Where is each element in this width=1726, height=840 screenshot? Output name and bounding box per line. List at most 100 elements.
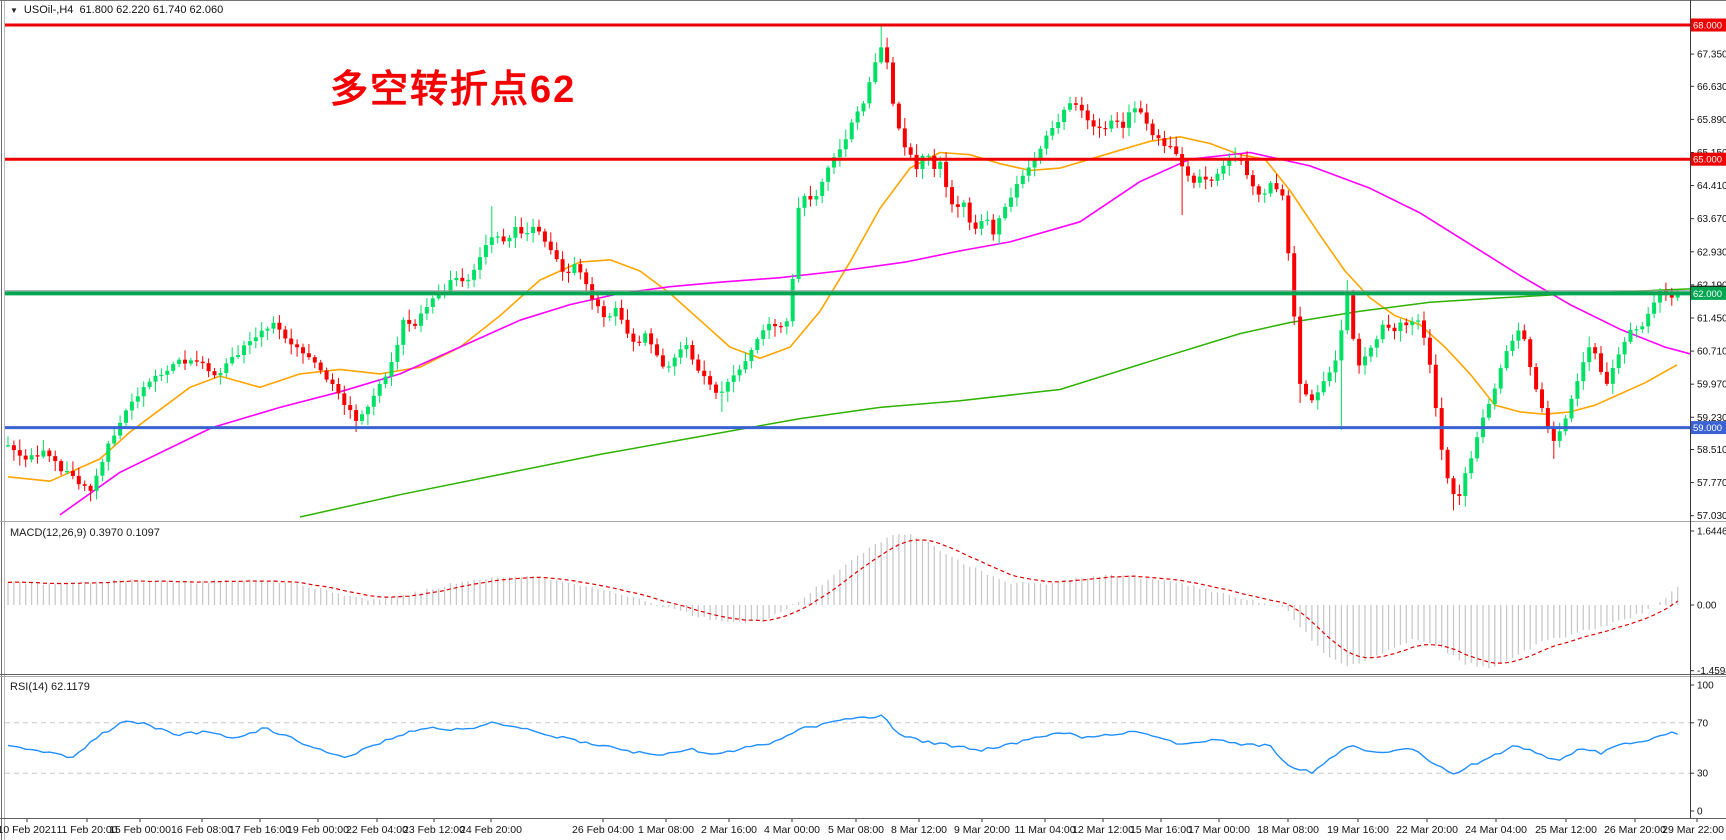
date-label: 1 Mar 08:00 <box>638 824 694 836</box>
candle-body <box>1162 138 1167 147</box>
candle-body <box>147 381 152 388</box>
candle-body <box>666 366 671 368</box>
candle-body <box>106 443 111 462</box>
candle-body <box>731 375 736 382</box>
candle-body <box>306 353 311 358</box>
candle-body <box>596 299 600 307</box>
candle-body <box>1528 339 1533 368</box>
candle-body <box>1540 389 1544 409</box>
candle-body <box>424 307 429 314</box>
candle-body <box>1250 175 1255 187</box>
candle-body <box>212 371 217 376</box>
candle-body <box>973 222 978 229</box>
candle-body <box>1628 329 1633 342</box>
candle-body <box>472 269 477 280</box>
candle-body <box>625 319 630 334</box>
candle-body <box>672 357 677 367</box>
candle-body <box>17 450 22 456</box>
candle-body <box>76 475 81 485</box>
candle-body <box>348 405 353 411</box>
candle-body <box>312 357 317 363</box>
candle-body <box>1557 431 1562 441</box>
candle-body <box>832 157 836 168</box>
candle-body <box>501 236 506 242</box>
candle-body <box>1109 120 1114 129</box>
candle-body <box>548 241 553 251</box>
candle-body <box>395 344 400 362</box>
candle-body <box>1368 347 1373 357</box>
candle-body <box>1646 313 1651 327</box>
candle-body <box>159 374 164 377</box>
candle-body <box>29 455 34 460</box>
candle-body <box>371 395 376 407</box>
candle-body <box>318 362 323 371</box>
candle-body <box>1103 128 1108 130</box>
candle-body <box>690 344 695 360</box>
ma-magenta-line <box>59 151 1691 516</box>
candle-body <box>955 204 960 207</box>
date-label: 10 Feb 2021 <box>0 824 57 836</box>
candle-body <box>342 393 347 406</box>
candle-body <box>1062 109 1067 123</box>
candle-body <box>991 219 996 235</box>
candle-body <box>11 445 16 451</box>
candle-body <box>1569 398 1574 419</box>
candle-body <box>65 471 69 473</box>
price-tick-label: 65.890 <box>1697 115 1726 126</box>
candle-body <box>961 202 966 207</box>
candle-body <box>525 233 530 235</box>
candle-body <box>1026 167 1031 176</box>
candle-body <box>944 161 949 188</box>
date-label: 22 Mar 20:00 <box>1396 824 1458 836</box>
candle-body <box>330 379 335 385</box>
candle-body <box>1422 320 1426 338</box>
price-tick-label: 57.030 <box>1697 511 1726 522</box>
chart-text-annotation[interactable]: 多空转折点62 <box>330 69 577 111</box>
price-tick-label: 59.230 <box>1697 413 1726 424</box>
candle-body <box>519 226 524 234</box>
candle-body <box>1622 341 1627 355</box>
candle-body <box>1121 121 1126 128</box>
candle-body <box>1451 478 1456 495</box>
candle-body <box>1191 175 1196 183</box>
candle-body <box>678 349 683 358</box>
candle-body <box>253 337 258 342</box>
candle-body <box>454 277 459 281</box>
candle-body <box>950 187 954 205</box>
candle-body <box>401 319 406 345</box>
candle-body <box>1304 383 1308 395</box>
candle-body <box>684 344 689 350</box>
date-label: 26 Feb 04:00 <box>572 824 634 836</box>
candle-body <box>1150 123 1155 136</box>
candle-body <box>560 259 565 272</box>
candle-body <box>914 154 919 170</box>
candle-body <box>572 264 577 274</box>
candle-body <box>271 322 276 329</box>
price-level-tag <box>1691 18 1726 32</box>
candle-body <box>714 384 718 393</box>
price-tick-label: 59.970 <box>1697 380 1726 391</box>
date-label: 15 Feb 00:00 <box>109 824 171 836</box>
candle-body <box>1315 392 1320 401</box>
date-label: 25 Mar 12:00 <box>1535 824 1597 836</box>
candle-body <box>283 329 288 339</box>
candle-body <box>1209 179 1214 181</box>
price-level-tag-text: 68.000 <box>1693 21 1722 32</box>
candle-body <box>1262 193 1267 195</box>
symbol-bar: ▼ USOil-,H4 61.800 62.220 61.740 62.060 <box>10 4 223 16</box>
candle-body <box>1616 354 1621 369</box>
candle-body <box>1522 330 1527 340</box>
price-tick-label: 60.710 <box>1697 347 1726 358</box>
symbol-dropdown-icon[interactable]: ▼ <box>10 5 18 15</box>
candle-body <box>554 250 559 260</box>
candle-body <box>1009 197 1013 207</box>
candle-body <box>1174 146 1179 155</box>
candle-body <box>1675 293 1680 298</box>
candle-body <box>1256 186 1261 195</box>
candle-body <box>773 323 777 327</box>
candle-body <box>1599 353 1603 372</box>
candle-body <box>277 322 282 330</box>
candle-body <box>1652 302 1657 314</box>
